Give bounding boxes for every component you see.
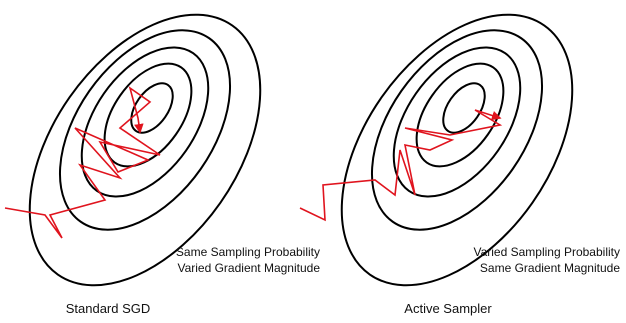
contour-rings [28, 13, 262, 287]
contour-ring-5 [130, 82, 174, 134]
sampling-note-line1: Varied Sampling Probability [473, 245, 620, 259]
active-sampler-panel: Varied Sampling Probability Same Gradien… [299, 13, 620, 316]
sampling-note-line1: Same Sampling Probability [176, 245, 320, 259]
sampling-note-line2: Varied Gradient Magnitude [177, 261, 320, 275]
contour-ring-2 [370, 29, 544, 231]
standard-sgd-panel: Same Sampling Probability Varied Gradien… [4, 13, 320, 316]
panel-caption: Active Sampler [404, 301, 492, 316]
contour-ring-5 [442, 82, 486, 134]
active-sampler-path [299, 109, 503, 222]
sgd-path [4, 86, 161, 239]
panel-caption: Standard SGD [66, 301, 151, 316]
contour-ring-1 [340, 13, 574, 287]
contour-ring-4 [415, 62, 505, 168]
contour-rings [340, 13, 574, 287]
contour-ring-4 [103, 62, 193, 168]
contour-ring-3 [392, 46, 522, 198]
contour-ring-2 [58, 29, 232, 231]
sampling-note-line2: Same Gradient Magnitude [480, 261, 620, 275]
contour-ring-1 [28, 13, 262, 287]
contour-ring-3 [80, 46, 210, 198]
